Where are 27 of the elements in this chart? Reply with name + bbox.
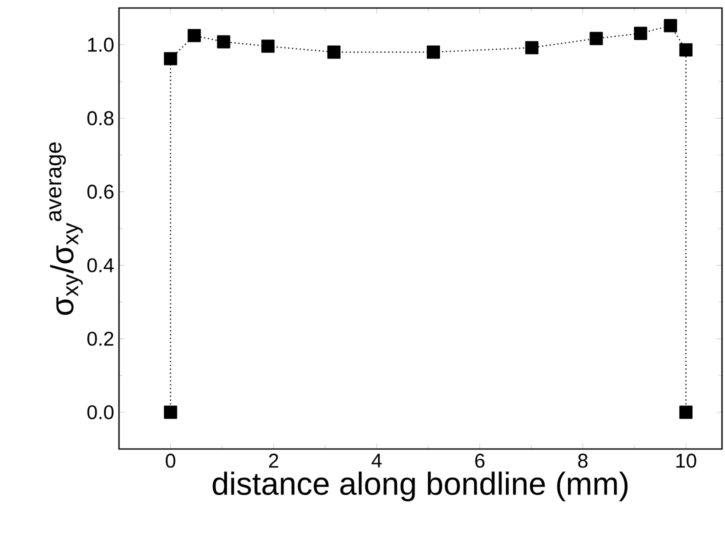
y-axis-title: σ$_{xy}$/σ$_{xy}$average [49, 142, 83, 315]
point [634, 26, 648, 40]
x-tick-label: 8 [578, 454, 588, 468]
point [261, 40, 275, 53]
point [327, 45, 341, 59]
point [664, 19, 678, 32]
point [426, 45, 440, 59]
point [164, 52, 178, 66]
x-axis-title: distance along bondline (mm) [212, 472, 628, 502]
y-tick-label: 0.2 [87, 332, 114, 346]
point [188, 28, 201, 42]
y-tick-label: 0.0 [87, 405, 114, 420]
y-tick-label: 0.4 [87, 258, 114, 272]
point [164, 406, 178, 419]
x-tick-label: 0 [166, 454, 176, 468]
x-tick-label: 2 [269, 454, 278, 468]
x-tick-label: 6 [475, 454, 484, 468]
point [525, 41, 538, 54]
y-tick-label: 0.6 [87, 184, 114, 199]
point [217, 35, 230, 48]
y-tick-label: 0.8 [87, 111, 114, 126]
point [590, 32, 603, 46]
point [679, 43, 693, 56]
x-tick-label: 10 [676, 454, 696, 468]
y-tick-label: 1.0 [88, 38, 114, 52]
x-tick-label: 4 [372, 454, 382, 468]
point [679, 406, 693, 419]
